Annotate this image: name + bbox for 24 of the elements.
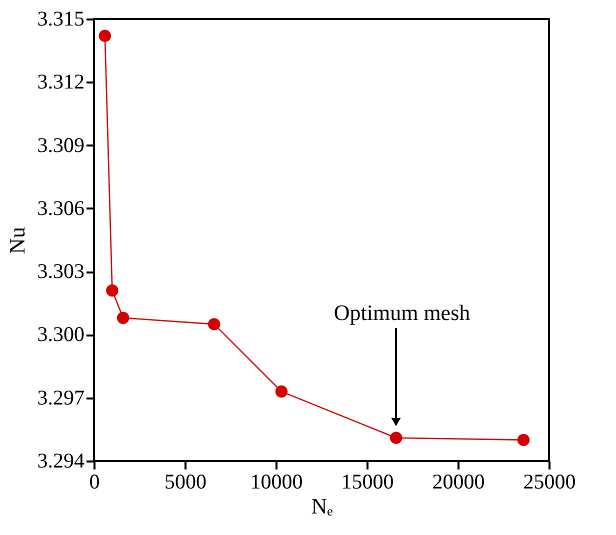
x-tick-label: 0 — [89, 470, 100, 494]
point — [106, 284, 118, 297]
x-tick-label: 15000 — [341, 470, 394, 494]
y-tick-label: 3.303 — [37, 259, 84, 284]
y-axis-title: Nu — [4, 227, 30, 254]
x-tick-label: 5000 — [164, 470, 206, 494]
x-tick-label: 25000 — [523, 470, 576, 494]
point — [208, 318, 220, 330]
y-tick-label: 3.294 — [37, 448, 85, 472]
point — [116, 312, 130, 324]
x-tick-label: 10000 — [250, 470, 303, 494]
y-tick-label: 3.309 — [37, 132, 84, 157]
y-tick-label: 3.312 — [37, 70, 84, 94]
annotation: Optimum mesh — [334, 300, 470, 325]
y-tick-label: 3.300 — [37, 322, 84, 346]
y-tick-label: 3.306 — [37, 196, 84, 220]
x-tick-label: 20000 — [432, 470, 485, 494]
y-tick-label: 3.315 — [37, 6, 84, 30]
y-tick-label: 3.297 — [37, 385, 84, 410]
x-axis-title: Nₑ — [311, 494, 334, 518]
point — [517, 434, 530, 446]
point — [98, 30, 112, 42]
point — [390, 432, 402, 444]
point — [275, 385, 288, 398]
